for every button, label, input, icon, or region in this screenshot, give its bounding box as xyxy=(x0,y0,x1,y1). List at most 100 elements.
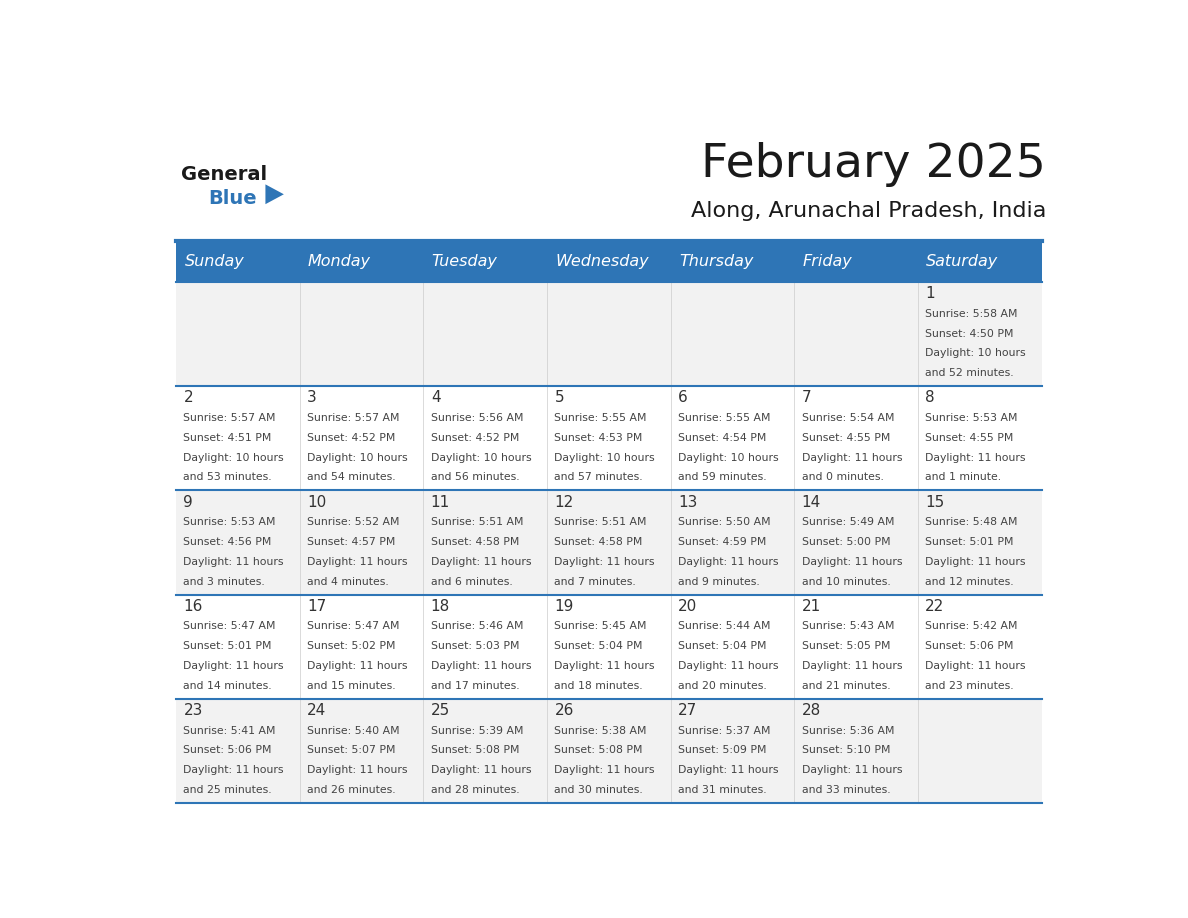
Text: and 33 minutes.: and 33 minutes. xyxy=(802,785,890,795)
Text: Sunrise: 5:45 AM: Sunrise: 5:45 AM xyxy=(555,621,647,632)
Text: Sunrise: 5:55 AM: Sunrise: 5:55 AM xyxy=(678,413,771,423)
Text: Sunrise: 5:46 AM: Sunrise: 5:46 AM xyxy=(431,621,523,632)
Text: Sunrise: 5:44 AM: Sunrise: 5:44 AM xyxy=(678,621,771,632)
Text: and 9 minutes.: and 9 minutes. xyxy=(678,577,760,587)
Text: and 15 minutes.: and 15 minutes. xyxy=(308,681,396,690)
Text: Daylight: 11 hours: Daylight: 11 hours xyxy=(431,765,531,775)
Text: and 31 minutes.: and 31 minutes. xyxy=(678,785,766,795)
Text: Sunrise: 5:48 AM: Sunrise: 5:48 AM xyxy=(925,517,1018,527)
Text: Daylight: 10 hours: Daylight: 10 hours xyxy=(555,453,655,463)
Text: Sunset: 5:06 PM: Sunset: 5:06 PM xyxy=(925,641,1013,651)
Text: 16: 16 xyxy=(183,599,203,614)
Polygon shape xyxy=(265,185,284,204)
Text: Sunset: 5:07 PM: Sunset: 5:07 PM xyxy=(308,745,396,756)
Text: Tuesday: Tuesday xyxy=(431,254,498,269)
Text: and 26 minutes.: and 26 minutes. xyxy=(308,785,396,795)
Text: 10: 10 xyxy=(308,495,327,509)
Text: Sunrise: 5:37 AM: Sunrise: 5:37 AM xyxy=(678,725,771,735)
FancyBboxPatch shape xyxy=(176,595,1042,699)
Text: 24: 24 xyxy=(308,703,327,718)
Text: Blue: Blue xyxy=(208,189,257,207)
FancyBboxPatch shape xyxy=(176,241,299,282)
Text: Sunrise: 5:41 AM: Sunrise: 5:41 AM xyxy=(183,725,276,735)
Text: Sunrise: 5:51 AM: Sunrise: 5:51 AM xyxy=(431,517,523,527)
Text: Daylight: 10 hours: Daylight: 10 hours xyxy=(678,453,778,463)
Text: Sunrise: 5:47 AM: Sunrise: 5:47 AM xyxy=(308,621,399,632)
FancyBboxPatch shape xyxy=(176,490,1042,595)
Text: 3: 3 xyxy=(308,390,317,406)
Text: Daylight: 11 hours: Daylight: 11 hours xyxy=(802,556,902,566)
FancyBboxPatch shape xyxy=(423,241,546,282)
Text: Sunset: 4:53 PM: Sunset: 4:53 PM xyxy=(555,432,643,442)
Text: 14: 14 xyxy=(802,495,821,509)
Text: Sunrise: 5:58 AM: Sunrise: 5:58 AM xyxy=(925,308,1018,319)
Text: Monday: Monday xyxy=(308,254,371,269)
Text: Sunset: 4:58 PM: Sunset: 4:58 PM xyxy=(555,537,643,547)
Text: Sunset: 5:10 PM: Sunset: 5:10 PM xyxy=(802,745,890,756)
Text: Sunrise: 5:53 AM: Sunrise: 5:53 AM xyxy=(925,413,1018,423)
Text: and 7 minutes.: and 7 minutes. xyxy=(555,577,636,587)
Text: Sunset: 5:04 PM: Sunset: 5:04 PM xyxy=(555,641,643,651)
Text: and 54 minutes.: and 54 minutes. xyxy=(308,473,396,482)
Text: 12: 12 xyxy=(555,495,574,509)
Text: 7: 7 xyxy=(802,390,811,406)
Text: Sunrise: 5:43 AM: Sunrise: 5:43 AM xyxy=(802,621,895,632)
Text: Daylight: 11 hours: Daylight: 11 hours xyxy=(925,453,1025,463)
Text: and 57 minutes.: and 57 minutes. xyxy=(555,473,643,482)
Text: Daylight: 10 hours: Daylight: 10 hours xyxy=(925,348,1026,358)
Text: Sunrise: 5:51 AM: Sunrise: 5:51 AM xyxy=(555,517,647,527)
Text: 18: 18 xyxy=(431,599,450,614)
Text: Sunrise: 5:36 AM: Sunrise: 5:36 AM xyxy=(802,725,895,735)
Text: 15: 15 xyxy=(925,495,944,509)
Text: Sunset: 5:06 PM: Sunset: 5:06 PM xyxy=(183,745,272,756)
Text: Daylight: 10 hours: Daylight: 10 hours xyxy=(431,453,531,463)
Text: Sunset: 5:02 PM: Sunset: 5:02 PM xyxy=(308,641,396,651)
Text: Daylight: 11 hours: Daylight: 11 hours xyxy=(431,556,531,566)
Text: and 30 minutes.: and 30 minutes. xyxy=(555,785,643,795)
Text: Sunset: 5:05 PM: Sunset: 5:05 PM xyxy=(802,641,890,651)
Text: Sunset: 4:52 PM: Sunset: 4:52 PM xyxy=(431,432,519,442)
Text: Sunrise: 5:52 AM: Sunrise: 5:52 AM xyxy=(308,517,399,527)
Text: Sunrise: 5:57 AM: Sunrise: 5:57 AM xyxy=(183,413,276,423)
Text: Daylight: 11 hours: Daylight: 11 hours xyxy=(183,765,284,775)
Text: Friday: Friday xyxy=(803,254,852,269)
Text: Daylight: 11 hours: Daylight: 11 hours xyxy=(183,661,284,671)
Text: Sunrise: 5:55 AM: Sunrise: 5:55 AM xyxy=(555,413,647,423)
Text: and 4 minutes.: and 4 minutes. xyxy=(308,577,388,587)
FancyBboxPatch shape xyxy=(176,699,1042,803)
Text: and 18 minutes.: and 18 minutes. xyxy=(555,681,643,690)
Text: and 10 minutes.: and 10 minutes. xyxy=(802,577,891,587)
Text: 13: 13 xyxy=(678,495,697,509)
Text: Sunset: 5:01 PM: Sunset: 5:01 PM xyxy=(183,641,272,651)
Text: Daylight: 11 hours: Daylight: 11 hours xyxy=(802,765,902,775)
Text: Sunrise: 5:56 AM: Sunrise: 5:56 AM xyxy=(431,413,523,423)
Text: and 20 minutes.: and 20 minutes. xyxy=(678,681,766,690)
Text: Sunset: 4:55 PM: Sunset: 4:55 PM xyxy=(802,432,890,442)
Text: 26: 26 xyxy=(555,703,574,718)
Text: Sunset: 5:01 PM: Sunset: 5:01 PM xyxy=(925,537,1013,547)
Text: 5: 5 xyxy=(555,390,564,406)
Text: Daylight: 11 hours: Daylight: 11 hours xyxy=(308,661,407,671)
Text: Daylight: 11 hours: Daylight: 11 hours xyxy=(925,661,1025,671)
Text: 4: 4 xyxy=(431,390,441,406)
Text: Daylight: 11 hours: Daylight: 11 hours xyxy=(431,661,531,671)
Text: and 0 minutes.: and 0 minutes. xyxy=(802,473,884,482)
Text: and 12 minutes.: and 12 minutes. xyxy=(925,577,1013,587)
Text: Daylight: 11 hours: Daylight: 11 hours xyxy=(802,661,902,671)
Text: Sunset: 5:08 PM: Sunset: 5:08 PM xyxy=(431,745,519,756)
Text: Sunset: 4:54 PM: Sunset: 4:54 PM xyxy=(678,432,766,442)
Text: Daylight: 10 hours: Daylight: 10 hours xyxy=(183,453,284,463)
Text: Sunrise: 5:47 AM: Sunrise: 5:47 AM xyxy=(183,621,276,632)
Text: and 25 minutes.: and 25 minutes. xyxy=(183,785,272,795)
Text: Sunset: 4:56 PM: Sunset: 4:56 PM xyxy=(183,537,272,547)
Text: Sunset: 4:55 PM: Sunset: 4:55 PM xyxy=(925,432,1013,442)
Text: 25: 25 xyxy=(431,703,450,718)
Text: Daylight: 10 hours: Daylight: 10 hours xyxy=(308,453,407,463)
Text: and 14 minutes.: and 14 minutes. xyxy=(183,681,272,690)
FancyBboxPatch shape xyxy=(918,241,1042,282)
Text: and 59 minutes.: and 59 minutes. xyxy=(678,473,766,482)
Text: and 6 minutes.: and 6 minutes. xyxy=(431,577,512,587)
FancyBboxPatch shape xyxy=(795,241,918,282)
Text: Thursday: Thursday xyxy=(680,254,753,269)
Text: 21: 21 xyxy=(802,599,821,614)
